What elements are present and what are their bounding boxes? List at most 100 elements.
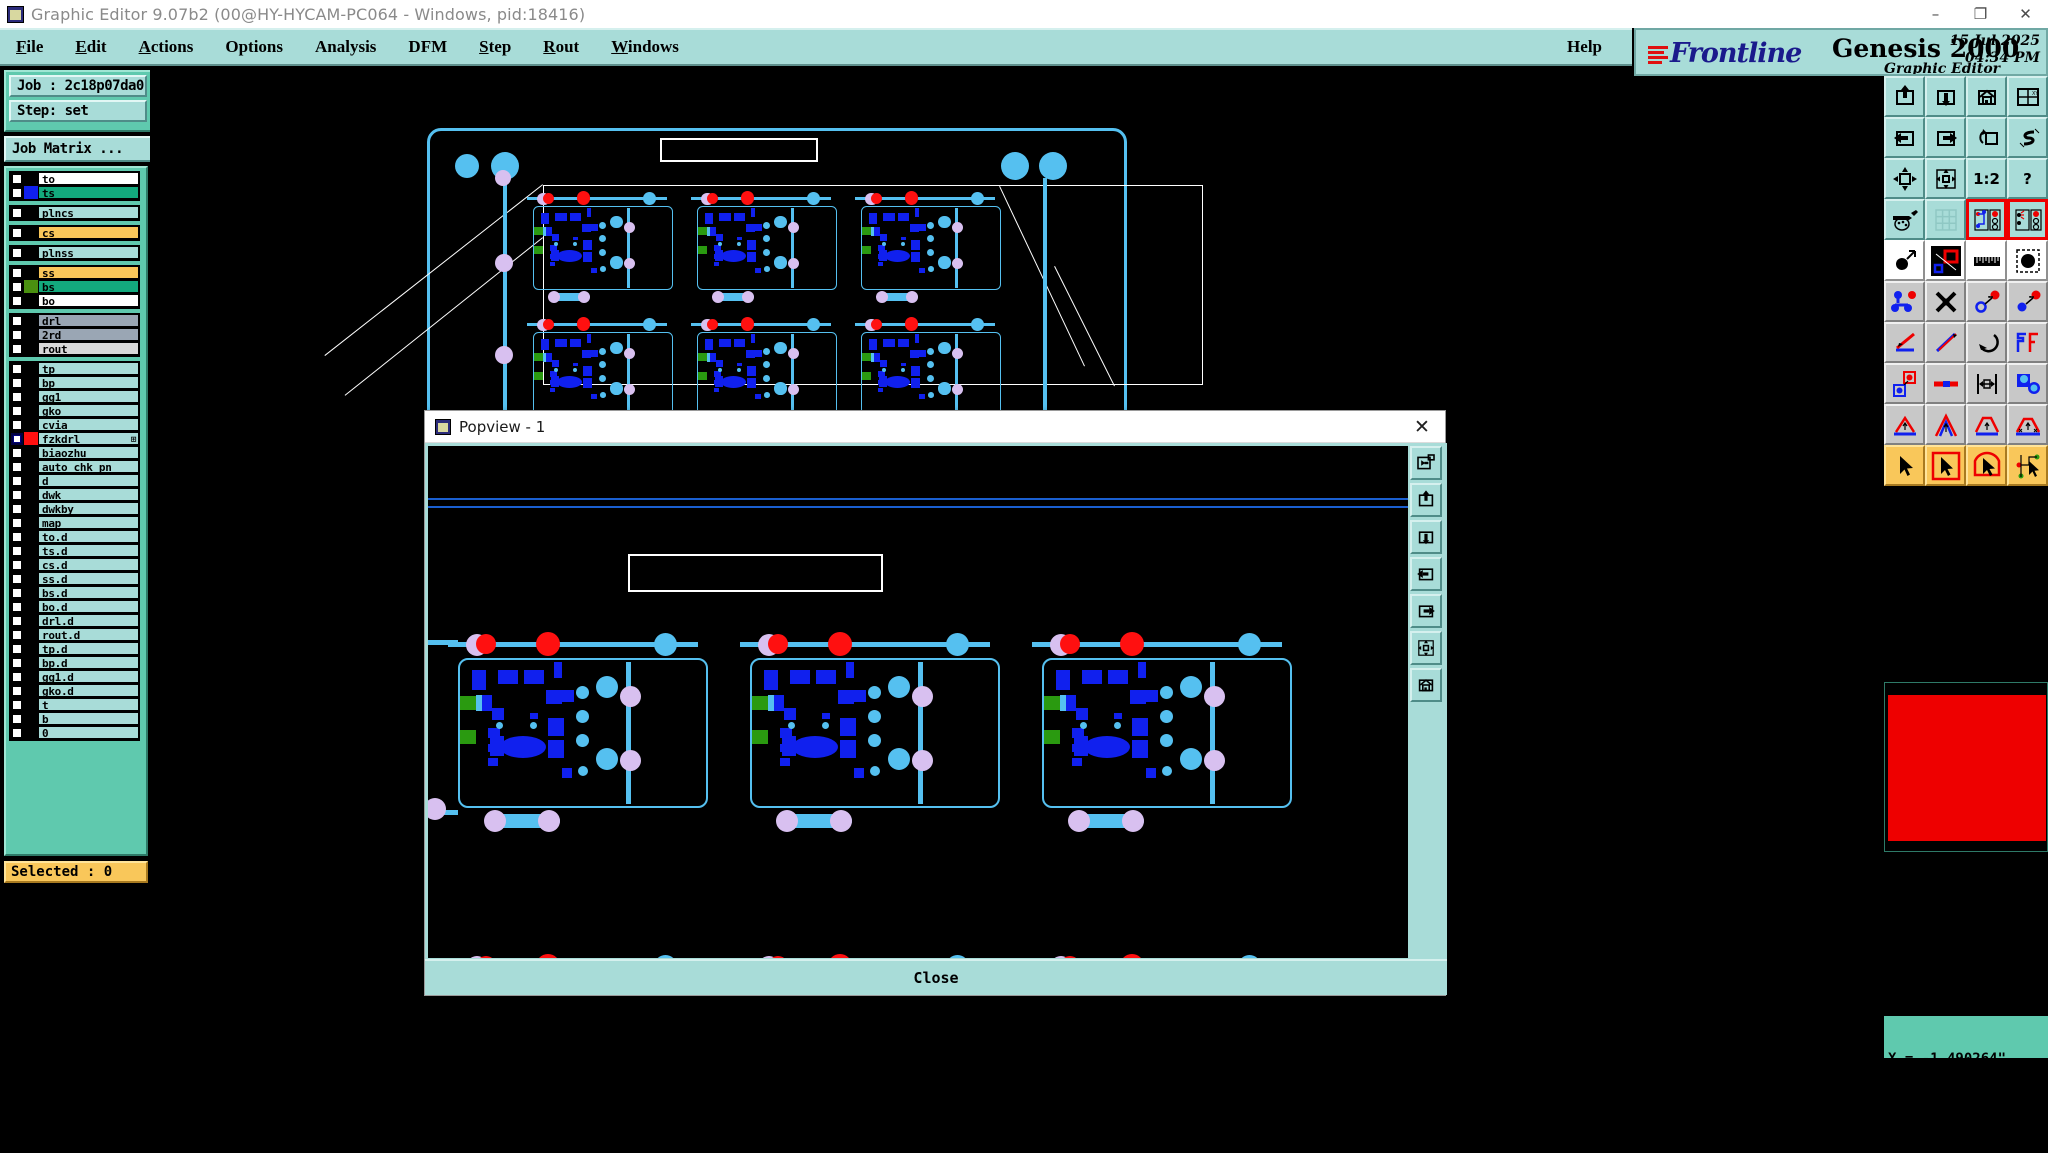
zoom-fit-icon[interactable]	[1410, 631, 1442, 665]
menu-item-actions[interactable]: Actions	[138, 37, 194, 56]
layer-color-swatch[interactable]	[24, 418, 38, 431]
layer-name-label[interactable]: gko	[38, 404, 139, 417]
split-line-icon[interactable]	[1925, 363, 1966, 404]
layer-color-swatch[interactable]	[24, 544, 38, 557]
layer-color-swatch[interactable]	[24, 266, 38, 279]
fillet-icon[interactable]	[1966, 404, 2007, 445]
layer-name-label[interactable]: cs.d	[38, 558, 139, 571]
popview-canvas[interactable]	[428, 446, 1408, 958]
layer-visibility-checkbox[interactable]	[11, 712, 23, 725]
pan-right-icon[interactable]	[1410, 594, 1442, 628]
layer-color-swatch[interactable]	[24, 226, 38, 239]
pan-left-icon[interactable]	[1410, 557, 1442, 591]
rotate-arc-icon[interactable]	[1966, 322, 2007, 363]
popview-dialog[interactable]: Popview - 1 ✕ Close	[424, 410, 1447, 996]
layer-visibility-checkbox[interactable]	[11, 246, 23, 259]
layer-row-bp.d[interactable]: bp.d	[10, 656, 139, 670]
job-matrix-button[interactable]: Job Matrix ...	[4, 136, 152, 162]
layer-color-swatch[interactable]	[24, 698, 38, 711]
layer-color-swatch[interactable]	[24, 572, 38, 585]
layer-name-label[interactable]: drl	[38, 314, 139, 327]
layer-row-b[interactable]: b	[10, 712, 139, 726]
layer-visibility-checkbox[interactable]	[11, 390, 23, 403]
layer-row-biaozhu[interactable]: biaozhu	[10, 446, 139, 460]
zoom-out-icon[interactable]	[1410, 520, 1442, 554]
net-select-icon[interactable]	[1884, 281, 1925, 322]
zoom-out-icon[interactable]	[1925, 76, 1966, 117]
rotate-ccw-icon[interactable]	[1966, 117, 2007, 158]
layer-row-plncs[interactable]: plncs	[10, 206, 139, 220]
layer-color-swatch[interactable]	[24, 656, 38, 669]
layer-visibility-checkbox[interactable]	[11, 544, 23, 557]
layer-visibility-checkbox[interactable]	[11, 642, 23, 655]
zoom-fit-icon[interactable]	[1925, 158, 1966, 199]
layer-row-gg1.d[interactable]: gg1.d	[10, 670, 139, 684]
layer-name-label[interactable]: cs	[38, 226, 139, 239]
zoom-previous-icon[interactable]	[1410, 446, 1442, 480]
pan-left-icon[interactable]	[1884, 117, 1925, 158]
layer-name-label[interactable]: rout.d	[38, 628, 139, 641]
layer-row-d[interactable]: d	[10, 474, 139, 488]
netlist-analyze-icon[interactable]	[1966, 199, 2007, 240]
layer-visibility-checkbox[interactable]	[11, 432, 23, 445]
layer-row-to.d[interactable]: to.d	[10, 530, 139, 544]
layer-name-label[interactable]: rout	[38, 342, 139, 355]
copy-move-icon[interactable]	[1966, 281, 2007, 322]
layer-name-label[interactable]: 0	[38, 726, 139, 739]
layer-color-swatch[interactable]	[24, 246, 38, 259]
layer-visibility-checkbox[interactable]	[11, 670, 23, 683]
popview-close-icon[interactable]: ✕	[1414, 416, 1430, 438]
menu-item-step[interactable]: Step	[479, 37, 512, 56]
layer-row-plnss[interactable]: plnss	[10, 246, 139, 260]
layer-name-label[interactable]: map	[38, 516, 139, 529]
layer-visibility-checkbox[interactable]	[11, 418, 23, 431]
layer-color-swatch[interactable]	[24, 342, 38, 355]
layer-name-label[interactable]: plnss	[38, 246, 139, 259]
layer-row-fzkdrl[interactable]: fzkdrl ⊞	[10, 432, 139, 446]
layer-list-panel[interactable]: to ts plncs cs plnss ss bs bo drl 2rd rout tp bp gg1 g…	[4, 166, 148, 856]
layer-color-swatch[interactable]	[24, 432, 38, 445]
layer-color-swatch[interactable]	[24, 516, 38, 529]
layer-visibility-checkbox[interactable]	[11, 280, 23, 293]
layer-visibility-checkbox[interactable]	[11, 446, 23, 459]
layer-row-drl[interactable]: drl	[10, 314, 139, 328]
zoom-window-xy-icon[interactable]: XY	[2007, 76, 2048, 117]
cursor-select-icon[interactable]	[1884, 445, 1925, 486]
delete-x-icon[interactable]	[1925, 281, 1966, 322]
layer-color-swatch[interactable]	[24, 172, 38, 185]
layer-visibility-checkbox[interactable]	[11, 516, 23, 529]
layer-visibility-checkbox[interactable]	[11, 502, 23, 515]
layer-color-swatch[interactable]	[24, 530, 38, 543]
layer-color-swatch[interactable]	[24, 628, 38, 641]
layer-visibility-checkbox[interactable]	[11, 488, 23, 501]
zoom-in-icon[interactable]	[1410, 483, 1442, 517]
layer-color-swatch[interactable]	[24, 446, 38, 459]
stretch-line-icon[interactable]	[1925, 322, 1966, 363]
layer-row-tp[interactable]: tp	[10, 362, 139, 376]
cursor-poly-select-icon[interactable]	[1966, 445, 2007, 486]
layer-row-rout[interactable]: rout	[10, 342, 139, 356]
zoom-home-icon[interactable]	[1966, 76, 2007, 117]
layer-name-label[interactable]: to.d	[38, 530, 139, 543]
move-feature-icon[interactable]	[2007, 281, 2048, 322]
layer-row-dwk[interactable]: dwk	[10, 488, 139, 502]
layer-name-label[interactable]: bo	[38, 294, 139, 307]
layer-visibility-checkbox[interactable]	[11, 342, 23, 355]
layer-color-swatch[interactable]	[24, 712, 38, 725]
layer-visibility-checkbox[interactable]	[11, 186, 23, 199]
sidebar-splitter[interactable]	[150, 66, 155, 1030]
layer-color-swatch[interactable]	[24, 600, 38, 613]
zoom-home-icon[interactable]	[1410, 668, 1442, 702]
select-area-icon[interactable]	[1925, 240, 1966, 281]
layer-visibility-checkbox[interactable]	[11, 172, 23, 185]
layer-name-label[interactable]: t	[38, 698, 139, 711]
layer-row-bo.d[interactable]: bo.d	[10, 600, 139, 614]
menu-item-dfm[interactable]: DFM	[408, 37, 448, 56]
menu-item-help[interactable]: Help	[1567, 37, 1602, 56]
layer-name-label[interactable]: tp	[38, 362, 139, 375]
layer-row-auto_chk_pn[interactable]: auto_chk_pn	[10, 460, 139, 474]
toolbar-icon-grid[interactable]: XY 1:2?	[1884, 76, 2048, 486]
layer-color-swatch[interactable]	[24, 314, 38, 327]
layer-row-bs[interactable]: bs	[10, 280, 139, 294]
layer-row-ts[interactable]: ts	[10, 186, 139, 200]
